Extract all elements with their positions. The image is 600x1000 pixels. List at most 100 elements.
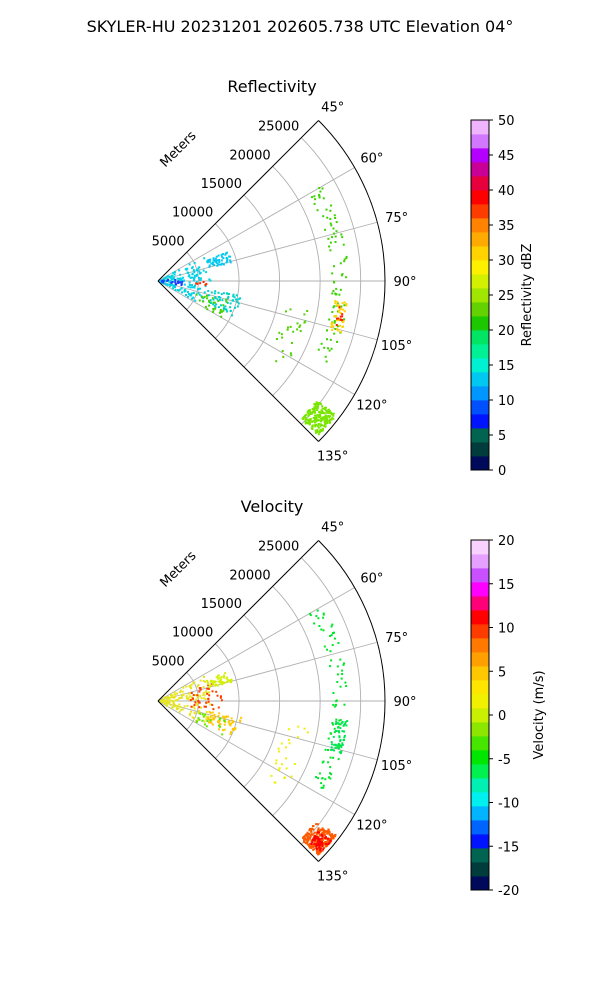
reflectivity-echo-point — [334, 241, 337, 243]
reflectivity-echo-point — [334, 328, 337, 330]
reflectivity-echo-point — [316, 409, 319, 411]
reflectivity-echo-point — [339, 262, 342, 265]
velocity-echo-point — [231, 720, 234, 722]
reflectivity-echo-point — [330, 411, 333, 414]
reflectivity-echo-point — [162, 281, 165, 284]
velocity-echo-point — [331, 743, 333, 746]
velocity-echo-point — [206, 679, 209, 682]
velocity-echo-point — [337, 722, 340, 725]
velocity-echo-point — [316, 823, 319, 826]
reflectivity-echo-point — [197, 267, 200, 270]
velocity-echo-point — [217, 728, 220, 731]
reflectivity-echo-point — [232, 295, 235, 298]
reflectivity-echo-point — [188, 284, 191, 286]
reflectivity-echo-point — [335, 287, 338, 290]
reflectivity-echo-point — [330, 204, 333, 207]
reflectivity-echo-point — [226, 292, 229, 295]
reflectivity-echo-point — [330, 322, 333, 325]
velocity-echo-point — [224, 716, 227, 719]
velocity-echo-point — [189, 699, 192, 702]
velocity-echo-point — [332, 835, 335, 838]
reflectivity-echo-point — [319, 430, 321, 433]
reflectivity-echo-point — [314, 425, 317, 428]
velocity-echo-point — [315, 840, 318, 843]
reflectivity-echo-point — [172, 276, 175, 279]
reflectivity-echo-point — [330, 413, 333, 416]
reflectivity-echo-point — [198, 266, 201, 269]
velocity-angle-tick-label: 120° — [356, 819, 387, 834]
velocity-colorbar-tick-label: 15 — [498, 578, 515, 593]
velocity-echo-point — [317, 617, 320, 620]
velocity-colorbar-segment — [471, 736, 489, 751]
velocity-echo-point — [316, 844, 319, 847]
velocity-echo-point — [336, 665, 339, 668]
reflectivity-echo-point — [171, 277, 173, 280]
reflectivity-echo-point — [204, 305, 207, 308]
reflectivity-echo-point — [213, 301, 216, 304]
velocity-echo-point — [318, 838, 321, 841]
reflectivity-echo-point — [334, 292, 337, 295]
velocity-colorbar-segment — [471, 666, 489, 681]
reflectivity-echo-point — [340, 312, 342, 315]
reflectivity-echo-point — [227, 293, 230, 295]
reflectivity-echo-point — [193, 261, 196, 264]
reflectivity-echo-point — [322, 197, 325, 200]
velocity-echo-point — [332, 756, 335, 759]
reflectivity-echo-point — [173, 284, 176, 287]
velocity-echo-point — [169, 704, 172, 706]
reflectivity-echo-point — [341, 313, 344, 316]
velocity-colorbar-tick-label: 5 — [498, 665, 506, 680]
velocity-echo-point — [328, 831, 331, 834]
reflectivity-echo-point — [212, 298, 215, 301]
velocity-colorbar-tick-label: 0 — [498, 709, 506, 724]
reflectivity-echo-point — [337, 329, 340, 332]
reflectivity-echo-point — [313, 421, 316, 424]
reflectivity-colorbar-segment — [471, 414, 489, 429]
velocity-echo-point — [319, 843, 321, 846]
reflectivity-echo-point — [329, 209, 332, 212]
reflectivity-echo-point — [227, 297, 229, 300]
velocity-echo-point — [330, 835, 332, 838]
velocity-echo-point — [206, 692, 209, 695]
reflectivity-echo-point — [185, 294, 187, 296]
reflectivity-echo-point — [172, 278, 175, 280]
reflectivity-echo-point — [214, 306, 217, 309]
velocity-echo-point — [217, 674, 220, 677]
reflectivity-colorbar-segment — [471, 330, 489, 345]
velocity-echo-point — [323, 843, 326, 846]
reflectivity-echo-point — [316, 425, 319, 428]
reflectivity-echo-point — [275, 360, 278, 363]
reflectivity-echo-point — [333, 305, 336, 308]
reflectivity-echo-point — [343, 304, 346, 307]
velocity-echo-point — [207, 683, 210, 686]
velocity-echo-point — [297, 725, 300, 728]
reflectivity-echo-point — [171, 283, 173, 286]
reflectivity-echo-point — [343, 258, 346, 261]
velocity-echo-point — [333, 705, 336, 708]
reflectivity-echo-point — [321, 407, 324, 410]
velocity-echo-point — [310, 844, 313, 847]
velocity-echo-point — [172, 705, 175, 708]
reflectivity-echo-point — [323, 417, 325, 420]
reflectivity-echo-point — [309, 409, 311, 412]
velocity-echo-point — [176, 705, 179, 708]
velocity-echo-point — [305, 841, 307, 844]
reflectivity-echo-point — [321, 405, 324, 408]
reflectivity-echo-point — [324, 423, 327, 426]
reflectivity-echo-point — [323, 346, 326, 349]
velocity-echo-point — [208, 691, 211, 694]
reflectivity-echo-point — [322, 416, 325, 419]
reflectivity-echo-point — [345, 257, 348, 260]
velocity-echo-point — [199, 695, 202, 698]
velocity-echo-point — [202, 686, 205, 688]
velocity-echo-point — [203, 697, 206, 700]
velocity-echo-point — [339, 685, 342, 688]
reflectivity-colorbar-segment — [471, 358, 489, 373]
velocity-echo-point — [285, 746, 287, 749]
velocity-echo-point — [223, 717, 226, 720]
reflectivity-echo-point — [195, 274, 198, 277]
velocity-echo-point — [188, 685, 191, 687]
reflectivity-echo-point — [321, 411, 324, 414]
reflectivity-echo-point — [321, 187, 324, 190]
